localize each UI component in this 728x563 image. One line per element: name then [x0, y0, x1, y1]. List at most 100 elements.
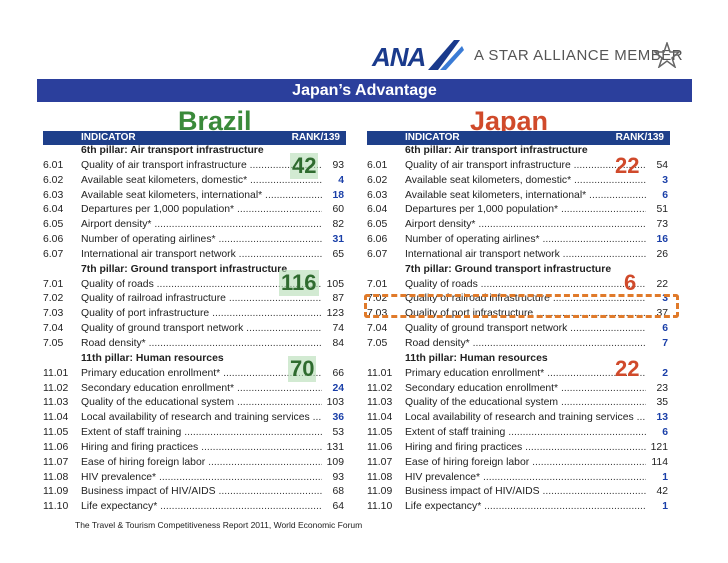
brazil-table-row: 7.01 Quality of roads105 [43, 278, 346, 294]
indicator-rank: 64 [331, 501, 344, 513]
rank-header: RANK/139 [291, 132, 340, 143]
indicator-rank: 1 [661, 471, 668, 483]
source-citation: The Travel & Tourism Competitiveness Rep… [75, 520, 363, 530]
indicator-rank: 13 [655, 412, 668, 424]
indicator-rank: 4 [337, 174, 344, 186]
japan-table-row: 7.04 Quality of ground transport network 6 [367, 323, 670, 338]
indicator-number: 11.06 [43, 441, 69, 453]
brazil-pillar6-rank: 42 [290, 153, 319, 179]
ana-logo-area: ANA A STAR ALLIANCE MEMBER [372, 38, 692, 74]
indicator-number: 6.06 [43, 234, 64, 246]
indicator-number: 7.01 [367, 278, 388, 290]
indicator-rank: 3 [661, 174, 668, 186]
pillar-title: 6th pillar: Air transport infrastructure [81, 145, 264, 156]
indicator-rank: 36 [331, 412, 344, 424]
japan-table-row: 11.02 Secondary education enrollment* 23 [367, 382, 670, 398]
ana-swoosh-icon [428, 40, 464, 70]
pillar-title: 6th pillar: Air transport infrastructure [405, 145, 588, 156]
brazil-pillar11-rank: 70 [288, 356, 317, 382]
indicator-number: 6.01 [43, 159, 64, 171]
brazil-table-row: 11.01 Primary education enrollment* 66 [43, 367, 346, 383]
indicator-label: HIV prevalence* [405, 472, 646, 483]
indicator-label: Quality of air transport infrastructure [81, 160, 322, 171]
brazil-pillar-heading: 7th pillar: Ground transport infrastruct… [43, 264, 346, 279]
ana-logo: ANA [372, 42, 426, 72]
indicator-number: 6.03 [367, 189, 388, 201]
indicator-rank: 93 [331, 159, 344, 171]
indicator-label: Quality of air transport infrastructure [405, 160, 646, 171]
indicator-number: 11.07 [367, 456, 393, 468]
indicator-number: 11.08 [43, 471, 69, 483]
brazil-table-row: 11.06 Hiring and firing practices131 [43, 441, 346, 457]
indicator-number: 7.05 [367, 337, 388, 349]
indicator-rank: 60 [331, 204, 344, 216]
indicator-label: Extent of staff training [405, 427, 646, 438]
indicator-rank: 24 [331, 382, 344, 394]
indicator-label: Life expectancy* [405, 501, 646, 512]
japan-table-row: 6.06 Number of operating airlines* 16 [367, 234, 670, 249]
indicator-number: 11.10 [43, 501, 69, 513]
indicator-number: 7.05 [43, 337, 64, 349]
japan-table-row: 7.05 Road density* 7 [367, 337, 670, 353]
brazil-table-header: INDICATOR RANK/139 [43, 131, 346, 145]
indicator-rank: 82 [331, 219, 344, 231]
indicator-number: 6.06 [367, 234, 388, 246]
page-title-banner: Japan’s Advantage [37, 79, 692, 102]
indicator-rank: 6 [661, 427, 668, 439]
indicator-rank: 74 [331, 323, 344, 335]
indicator-rank: 6 [661, 189, 668, 201]
brazil-table-row: 11.07 Ease of hiring foreign labor109 [43, 456, 346, 472]
indicator-label: Departures per 1,000 population* [405, 204, 646, 215]
brazil-table-row: 7.04 Quality of ground transport network 7… [43, 323, 346, 338]
indicator-label: Quality of railroad infrastructure [81, 293, 322, 304]
indicator-label: Available seat kilometers, domestic* [81, 175, 322, 186]
japan-pillar11-rank: 22 [615, 356, 640, 381]
indicator-number: 6.04 [43, 204, 64, 216]
brazil-table-row: 11.09 Business impact of HIV/AIDS 68 [43, 486, 346, 501]
japan-table-row: 11.07 Ease of hiring foreign labor 114 [367, 456, 670, 472]
indicator-rank: 121 [649, 441, 668, 453]
indicator-label: Quality of roads [81, 279, 322, 290]
indicator-number: 7.02 [367, 293, 388, 305]
indicator-number: 7.03 [43, 308, 64, 320]
indicator-number: 6.02 [367, 174, 388, 186]
brazil-table-row: 11.05 Extent of staff training 53 [43, 427, 346, 442]
indicator-rank: 103 [325, 397, 344, 409]
indicator-label: Quality of the educational system [405, 397, 646, 408]
indicator-number: 6.04 [367, 204, 388, 216]
alliance-text: A STAR ALLIANCE MEMBER [474, 47, 684, 64]
indicator-rank: 16 [655, 234, 668, 246]
indicator-label: Quality of ground transport network [81, 323, 322, 334]
indicator-rank: 22 [655, 278, 668, 290]
indicator-label: Secondary education enrollment* [405, 383, 646, 394]
indicator-rank: 66 [331, 367, 344, 379]
indicator-rank: 35 [655, 397, 668, 409]
indicator-rank: 53 [331, 427, 344, 439]
indicator-rank: 114 [650, 456, 668, 468]
indicator-label: Primary education enrollment* [405, 368, 646, 379]
indicator-label: Departures per 1,000 population* [81, 204, 322, 215]
brazil-table-row: 11.10 Life expectancy* 64 [43, 501, 346, 516]
indicator-label: Available seat kilometers, international… [405, 190, 646, 201]
japan-table-header: INDICATOR RANK/139 [367, 131, 670, 145]
indicator-number: 6.05 [43, 219, 64, 231]
indicator-rank: 6 [661, 323, 668, 335]
indicator-number: 11.02 [43, 382, 69, 394]
indicator-number: 6.07 [43, 248, 64, 260]
indicator-label: Hiring and firing practices [405, 442, 646, 453]
indicator-number: 7.04 [367, 323, 388, 335]
brazil-table-row: 6.05 Airport density* 82 [43, 219, 346, 234]
indicator-rank: 54 [655, 159, 668, 171]
brazil-table-row: 11.03 Quality of the educational system10… [43, 397, 346, 412]
japan-pillar-heading: 6th pillar: Air transport infrastructure [367, 145, 670, 160]
indicator-number: 11.04 [43, 412, 69, 424]
indicator-label: Secondary education enrollment* [81, 383, 322, 394]
indicator-rank: 1 [661, 501, 668, 513]
indicator-label: Number of operating airlines* [405, 234, 646, 245]
japan-pillar-heading: 11th pillar: Human resources [367, 353, 670, 368]
indicator-number: 6.07 [367, 248, 388, 260]
indicator-label: Number of operating airlines* [81, 234, 322, 245]
japan-pillar6-rank: 22 [615, 153, 640, 178]
indicator-rank: 7 [661, 337, 668, 349]
japan-table-row: 11.03 Quality of the educational system 35 [367, 397, 670, 412]
